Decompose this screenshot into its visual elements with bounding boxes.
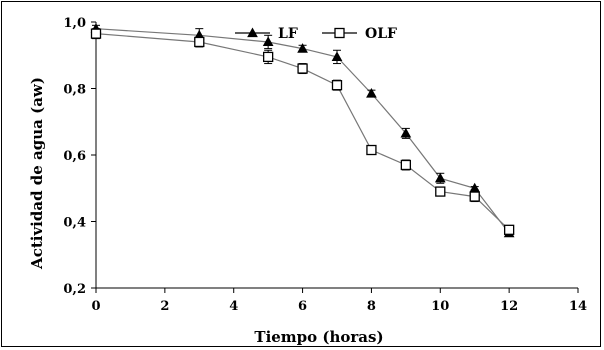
point-olf: [297, 63, 308, 74]
point-lf: [331, 51, 343, 62]
point-olf: [400, 159, 412, 171]
legend: LF OLF: [235, 26, 397, 42]
point-olf: [194, 36, 205, 48]
y-tick-label: 0,2: [63, 282, 86, 297]
legend-marker-lf: [247, 27, 258, 38]
x-axis-title: Tiempo (horas): [254, 328, 383, 346]
x-tick-label: 0: [91, 299, 100, 314]
error-bars: [92, 24, 514, 237]
x-tick-label: 6: [298, 299, 307, 314]
point-olf: [435, 186, 446, 197]
y-tick-label: 1,0: [63, 16, 86, 31]
legend-label-olf: OLF: [365, 26, 397, 42]
point-lf: [262, 36, 274, 47]
axis-ticks: 0 2 4 6 8 10 12 14 0,2 0,4 0,6 0,8 1,0: [63, 16, 587, 314]
y-axis-title: Actividad de agua (aw): [28, 77, 46, 270]
point-lf: [366, 87, 377, 98]
y-tick-label: 0,6: [63, 149, 86, 164]
legend-label-lf: LF: [278, 26, 298, 42]
point-olf: [366, 144, 377, 156]
x-tick-label: 8: [367, 299, 376, 314]
point-olf: [262, 51, 274, 63]
x-tick-label: 2: [160, 299, 169, 314]
y-tick-label: 0,8: [63, 83, 86, 98]
point-olf: [503, 224, 515, 235]
point-olf: [331, 80, 343, 91]
y-tick-label: 0,4: [63, 216, 86, 231]
x-tick-label: 14: [569, 299, 587, 314]
x-tick-label: 12: [500, 299, 518, 314]
x-tick-label: 10: [431, 299, 449, 314]
point-lf: [297, 43, 308, 53]
x-tick-label: 4: [229, 299, 238, 314]
series-line-lf: [95, 28, 510, 234]
point-lf: [434, 172, 446, 183]
data-markers: [90, 23, 515, 238]
point-olf: [469, 191, 480, 202]
point-olf: [90, 28, 102, 39]
series-line-olf: [95, 33, 510, 231]
legend-marker-olf: [334, 27, 345, 39]
series-lines: [95, 28, 510, 234]
point-lf: [400, 127, 412, 138]
